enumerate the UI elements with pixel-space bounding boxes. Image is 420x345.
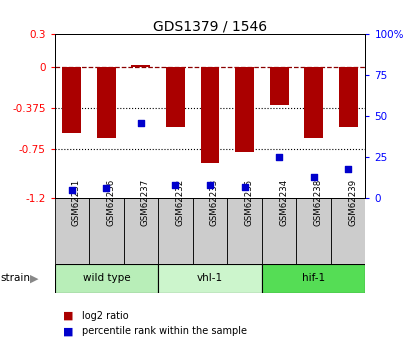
Text: GSM62236: GSM62236 [106,179,116,226]
Text: log2 ratio: log2 ratio [82,311,129,321]
Bar [304,67,323,138]
Bar [158,198,193,264]
Bar [262,198,297,264]
Bar [339,67,357,127]
Bar [331,198,365,264]
Bar [55,264,158,293]
Text: wild type: wild type [83,273,130,283]
Text: vhl-1: vhl-1 [197,273,223,283]
Bar [55,198,89,264]
Text: GSM62239: GSM62239 [348,179,357,226]
Title: GDS1379 / 1546: GDS1379 / 1546 [153,19,267,33]
Bar [297,198,331,264]
Text: GSM62235: GSM62235 [244,179,254,226]
Bar [262,264,365,293]
Bar [200,67,220,163]
Bar [97,67,116,138]
Bar [227,198,262,264]
Text: percentile rank within the sample: percentile rank within the sample [82,326,247,336]
Bar [158,264,262,293]
Point [138,120,144,126]
Text: strain: strain [0,273,30,283]
Point [68,187,75,193]
Text: GSM62238: GSM62238 [314,179,323,226]
Bar [193,198,227,264]
Point [241,184,248,189]
Bar [89,198,123,264]
Point [103,186,110,191]
Text: GSM62232: GSM62232 [176,179,184,226]
Point [310,174,317,179]
Text: GSM62233: GSM62233 [210,179,219,226]
Bar [235,67,254,152]
Point [207,182,213,188]
Bar [131,65,150,67]
Bar [166,67,185,127]
Text: GSM62234: GSM62234 [279,179,288,226]
Point [276,155,282,160]
Bar [123,198,158,264]
Text: ■: ■ [63,326,74,336]
Point [172,182,179,188]
Bar [63,67,81,132]
Point [345,166,352,171]
Bar [270,67,289,105]
Text: GSM62237: GSM62237 [141,179,150,226]
Text: GSM62231: GSM62231 [72,179,81,226]
Text: ■: ■ [63,311,74,321]
Text: ▶: ▶ [30,273,39,283]
Text: hif-1: hif-1 [302,273,325,283]
